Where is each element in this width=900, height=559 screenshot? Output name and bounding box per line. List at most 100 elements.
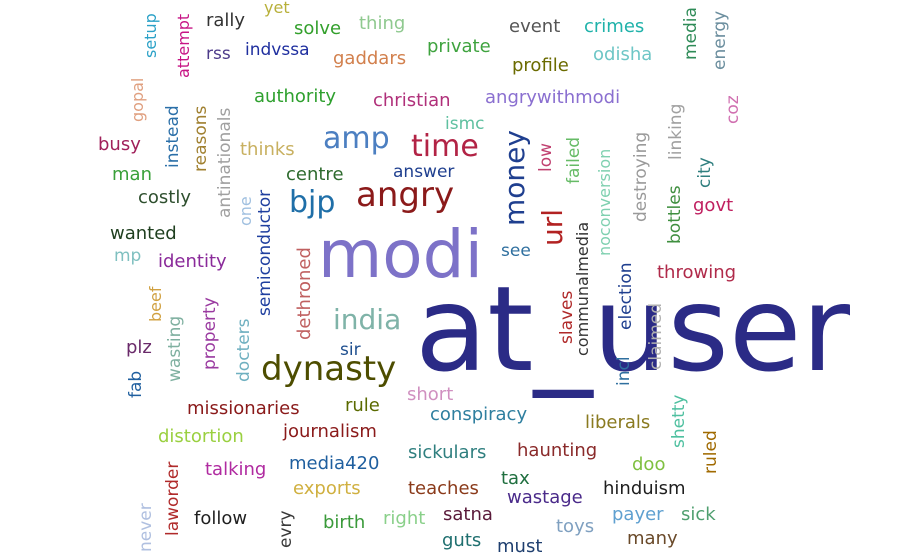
word: setup bbox=[141, 13, 160, 58]
word: sickulars bbox=[408, 442, 487, 463]
word: semiconductor bbox=[255, 189, 275, 316]
word: sir bbox=[340, 340, 361, 360]
word: antinationals bbox=[215, 107, 235, 218]
word: hinduism bbox=[603, 478, 686, 499]
word: reasons bbox=[191, 105, 211, 172]
word: sick bbox=[681, 504, 716, 525]
word: tax bbox=[501, 468, 530, 489]
word: doo bbox=[632, 454, 666, 475]
word: linking bbox=[666, 103, 686, 160]
word: dethroned bbox=[294, 247, 315, 340]
word: plz bbox=[126, 337, 152, 358]
word: at_user bbox=[415, 260, 850, 398]
word: instead bbox=[163, 105, 183, 168]
word: wanted bbox=[110, 223, 177, 244]
word: odisha bbox=[593, 44, 653, 65]
word: liberals bbox=[585, 412, 651, 433]
word: bottles bbox=[665, 185, 685, 244]
word: amp bbox=[323, 121, 390, 156]
word: man bbox=[112, 164, 152, 185]
word: indvssa bbox=[245, 40, 310, 60]
word: docters bbox=[234, 318, 254, 382]
word: govt bbox=[693, 195, 734, 216]
word: distortion bbox=[158, 426, 244, 447]
word: answer bbox=[393, 162, 455, 182]
word: beef bbox=[146, 286, 165, 322]
word: toys bbox=[556, 516, 595, 537]
word: solve bbox=[294, 18, 342, 39]
word: shetty bbox=[669, 394, 689, 448]
word: yet bbox=[264, 0, 290, 17]
word: conspiracy bbox=[430, 404, 528, 425]
word: many bbox=[627, 528, 678, 549]
word: talking bbox=[205, 459, 267, 480]
word: bjp bbox=[289, 185, 336, 220]
word: missionaries bbox=[187, 398, 300, 419]
word: gopal bbox=[128, 77, 147, 122]
word: destroying bbox=[631, 131, 651, 222]
word: authority bbox=[254, 86, 337, 107]
word: claimed bbox=[646, 302, 666, 370]
word: profile bbox=[512, 55, 569, 76]
word: thinks bbox=[240, 139, 295, 160]
word: angry bbox=[356, 175, 455, 215]
word: christian bbox=[373, 90, 451, 111]
word: fab bbox=[126, 370, 146, 398]
word: crimes bbox=[584, 16, 645, 37]
word: attempt bbox=[174, 13, 193, 78]
word: slaves bbox=[557, 290, 577, 344]
word: costly bbox=[138, 187, 191, 208]
word: media420 bbox=[289, 453, 380, 474]
word: election bbox=[616, 262, 636, 330]
word: ismc bbox=[445, 114, 485, 134]
word: ruled bbox=[701, 430, 721, 474]
word: satna bbox=[443, 504, 493, 525]
word: haunting bbox=[517, 440, 598, 461]
word: rally bbox=[206, 10, 246, 31]
word: media bbox=[681, 7, 701, 60]
word: see bbox=[501, 241, 531, 261]
word: rule bbox=[345, 395, 380, 416]
word: rss bbox=[206, 44, 231, 64]
word: one bbox=[236, 196, 255, 226]
word: right bbox=[383, 508, 426, 529]
word: url bbox=[536, 208, 569, 246]
word: private bbox=[427, 36, 491, 57]
word: property bbox=[200, 297, 220, 370]
word: incl bbox=[614, 356, 634, 386]
word: guts bbox=[442, 530, 482, 551]
word: city bbox=[695, 157, 715, 188]
word: time bbox=[411, 129, 479, 164]
word: low bbox=[536, 142, 556, 172]
word: wasting bbox=[165, 315, 185, 382]
word: gaddars bbox=[333, 48, 407, 69]
word: energy bbox=[710, 10, 730, 70]
word: modi bbox=[318, 216, 483, 293]
word: evry bbox=[276, 510, 296, 548]
word: angrywithmodi bbox=[485, 87, 621, 108]
word: wastage bbox=[507, 487, 583, 508]
word: event bbox=[509, 16, 561, 37]
word: short bbox=[407, 384, 454, 405]
word: centre bbox=[286, 164, 344, 185]
word: mp bbox=[114, 246, 142, 266]
word: dynasty bbox=[261, 349, 397, 389]
word: busy bbox=[98, 134, 141, 155]
word: identity bbox=[158, 251, 227, 272]
word: birth bbox=[323, 512, 366, 533]
word: never bbox=[136, 503, 156, 552]
word: payer bbox=[612, 504, 664, 525]
word: thing bbox=[359, 13, 406, 34]
word: throwing bbox=[657, 262, 737, 283]
word: money bbox=[498, 130, 531, 226]
word: communalmedia bbox=[573, 221, 592, 356]
word: teaches bbox=[408, 478, 479, 499]
word: must bbox=[497, 536, 543, 557]
word: failed bbox=[564, 136, 584, 184]
word: exports bbox=[293, 478, 361, 499]
word: follow bbox=[194, 508, 248, 529]
word: noconversion bbox=[595, 148, 614, 256]
word: laworder bbox=[163, 461, 183, 536]
word: india bbox=[333, 303, 402, 336]
